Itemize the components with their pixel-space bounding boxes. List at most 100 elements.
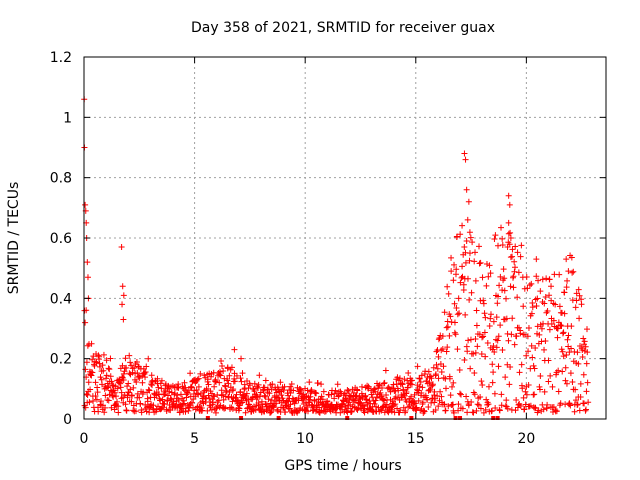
data-point [542, 338, 549, 345]
data-point [396, 375, 403, 382]
data-point [558, 309, 565, 316]
data-point [581, 338, 588, 345]
data-point [458, 391, 465, 398]
data-point [217, 372, 224, 379]
data-point [416, 375, 423, 382]
data-point [101, 404, 108, 411]
data-point [584, 379, 591, 386]
data-point [574, 401, 581, 408]
data-point [131, 364, 138, 371]
data-point [473, 307, 480, 314]
data-point [528, 310, 535, 317]
data-point [494, 337, 501, 344]
data-point [460, 281, 467, 288]
data-point [518, 242, 525, 249]
data-point [536, 331, 543, 338]
data-point [569, 379, 576, 386]
data-point [255, 385, 262, 392]
data-point-zero [453, 416, 458, 420]
data-point [467, 365, 474, 372]
data-point [444, 323, 451, 330]
data-point [583, 388, 590, 395]
data-point [490, 369, 497, 376]
data-point [557, 321, 564, 328]
data-point [584, 349, 591, 356]
data-point [508, 331, 515, 338]
data-point [499, 235, 506, 242]
data-point [486, 262, 493, 269]
data-point [110, 393, 117, 400]
data-point [567, 370, 574, 377]
data-point [481, 329, 488, 336]
data-point [582, 343, 589, 350]
data-point [199, 407, 206, 414]
data-point [273, 393, 280, 400]
data-point [432, 406, 439, 413]
data-point [260, 387, 267, 394]
data-point [474, 343, 481, 350]
data-point-spike [462, 156, 469, 163]
data-point [304, 387, 311, 394]
data-point [568, 323, 575, 330]
data-point [472, 277, 479, 284]
data-point [572, 397, 579, 404]
data-point [546, 276, 553, 283]
data-point [274, 408, 281, 415]
data-point-spike [504, 244, 511, 251]
data-point [548, 320, 555, 327]
data-point [93, 359, 100, 366]
data-point [471, 370, 478, 377]
data-point [418, 372, 425, 379]
data-point [445, 403, 452, 410]
data-point [107, 355, 114, 362]
data-points [81, 96, 592, 420]
data-point [464, 348, 471, 355]
data-point [581, 400, 588, 407]
data-point [483, 282, 490, 289]
data-point [188, 399, 195, 406]
data-point [126, 352, 133, 359]
data-point [262, 393, 269, 400]
data-point [195, 383, 202, 390]
data-point [491, 390, 498, 397]
data-point [530, 362, 537, 369]
data-point [538, 325, 545, 332]
data-point [447, 313, 454, 320]
data-point [533, 303, 540, 310]
data-point [451, 261, 458, 268]
data-point [532, 404, 539, 411]
data-point [142, 374, 149, 381]
data-point [104, 384, 111, 391]
data-point [282, 409, 289, 416]
data-point [524, 285, 531, 292]
data-point [474, 401, 481, 408]
data-point [568, 254, 575, 261]
data-point [145, 355, 152, 362]
data-point [102, 392, 109, 399]
data-point [220, 396, 227, 403]
data-point-spike [119, 283, 126, 290]
data-point [112, 402, 119, 409]
data-point [510, 273, 517, 280]
data-point [514, 294, 521, 301]
data-point [193, 387, 200, 394]
data-point [466, 229, 473, 236]
data-point [87, 386, 94, 393]
data-point [506, 381, 513, 388]
data-point [494, 300, 501, 307]
data-point [554, 334, 561, 341]
data-point-spike [533, 256, 540, 263]
data-point [144, 398, 151, 405]
data-point [405, 370, 412, 377]
data-point [459, 263, 466, 270]
y-tick-label: 0.8 [50, 171, 72, 187]
data-point [528, 280, 535, 287]
data-point [268, 386, 275, 393]
data-point [570, 268, 577, 275]
data-point [91, 358, 98, 365]
data-point [463, 393, 470, 400]
data-point [127, 359, 134, 366]
data-point [503, 397, 510, 404]
data-point [411, 400, 418, 407]
